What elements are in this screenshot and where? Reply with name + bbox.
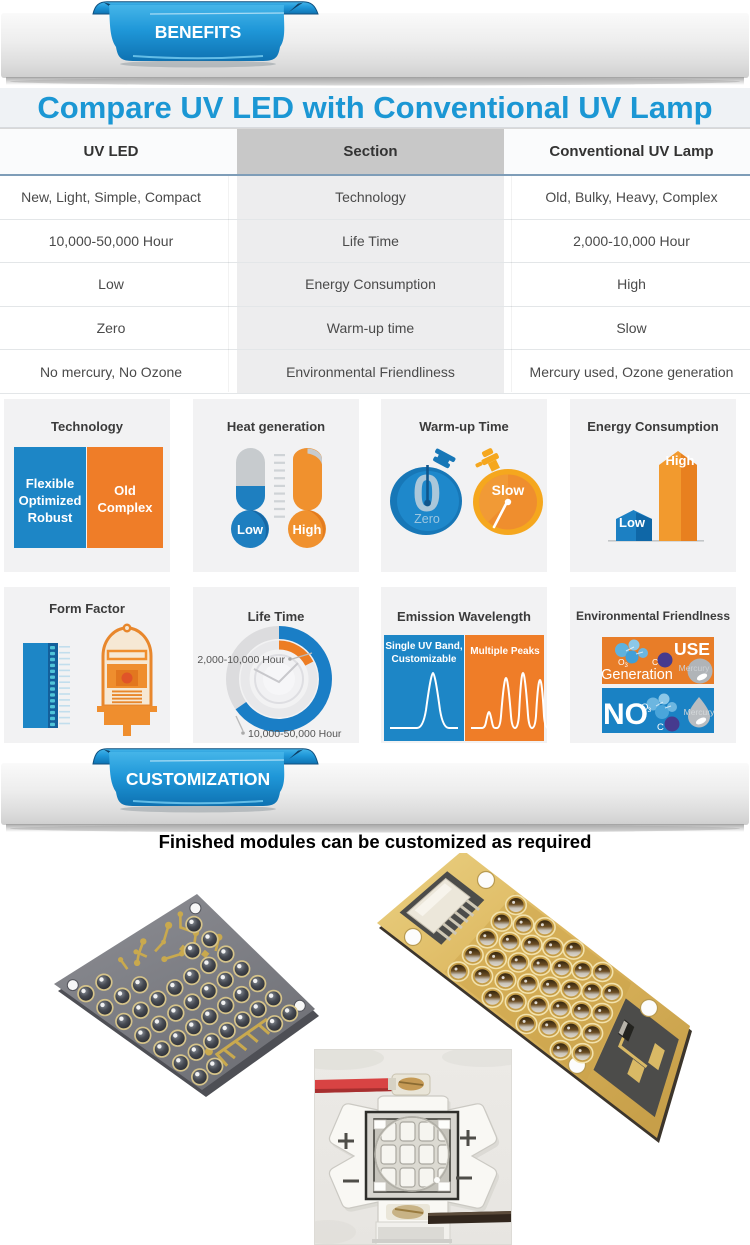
svg-text:Customizable: Customizable bbox=[391, 654, 456, 665]
svg-text:High: High bbox=[666, 453, 695, 468]
svg-text:3: 3 bbox=[648, 707, 652, 714]
svg-text:10,000-50,000 Hour: 10,000-50,000 Hour bbox=[248, 728, 342, 740]
svg-text:C: C bbox=[652, 657, 658, 667]
svg-text:BENEFITS: BENEFITS bbox=[155, 22, 242, 42]
svg-text:3: 3 bbox=[625, 663, 629, 669]
svg-text:Single UV Band,: Single UV Band, bbox=[385, 641, 462, 652]
svg-text:O: O bbox=[641, 702, 648, 713]
svg-text:High: High bbox=[293, 522, 322, 537]
svg-text:2,000-10,000 Hour: 2,000-10,000 Hour bbox=[197, 654, 285, 666]
svg-text:USE: USE bbox=[674, 639, 710, 659]
svg-text:NO: NO bbox=[603, 698, 648, 731]
svg-text:Mercury: Mercury bbox=[679, 663, 710, 673]
svg-text:Low: Low bbox=[619, 515, 646, 530]
svg-text:CUSTOMIZATION: CUSTOMIZATION bbox=[126, 769, 270, 789]
svg-text:Old: Old bbox=[114, 483, 136, 498]
svg-text:O: O bbox=[618, 657, 625, 667]
svg-text:Complex: Complex bbox=[98, 500, 154, 515]
svg-text:Low: Low bbox=[237, 522, 264, 537]
svg-text:Flexible: Flexible bbox=[26, 476, 74, 491]
svg-text:Slow: Slow bbox=[492, 482, 525, 498]
svg-text:Robust: Robust bbox=[28, 510, 73, 525]
svg-text:Zero: Zero bbox=[414, 512, 440, 526]
svg-text:Optimized: Optimized bbox=[19, 493, 82, 508]
svg-text:Mercury: Mercury bbox=[684, 707, 715, 717]
svg-text:Multiple Peaks: Multiple Peaks bbox=[470, 646, 540, 657]
svg-text:Generation: Generation bbox=[601, 667, 673, 683]
svg-text:C: C bbox=[657, 722, 664, 733]
